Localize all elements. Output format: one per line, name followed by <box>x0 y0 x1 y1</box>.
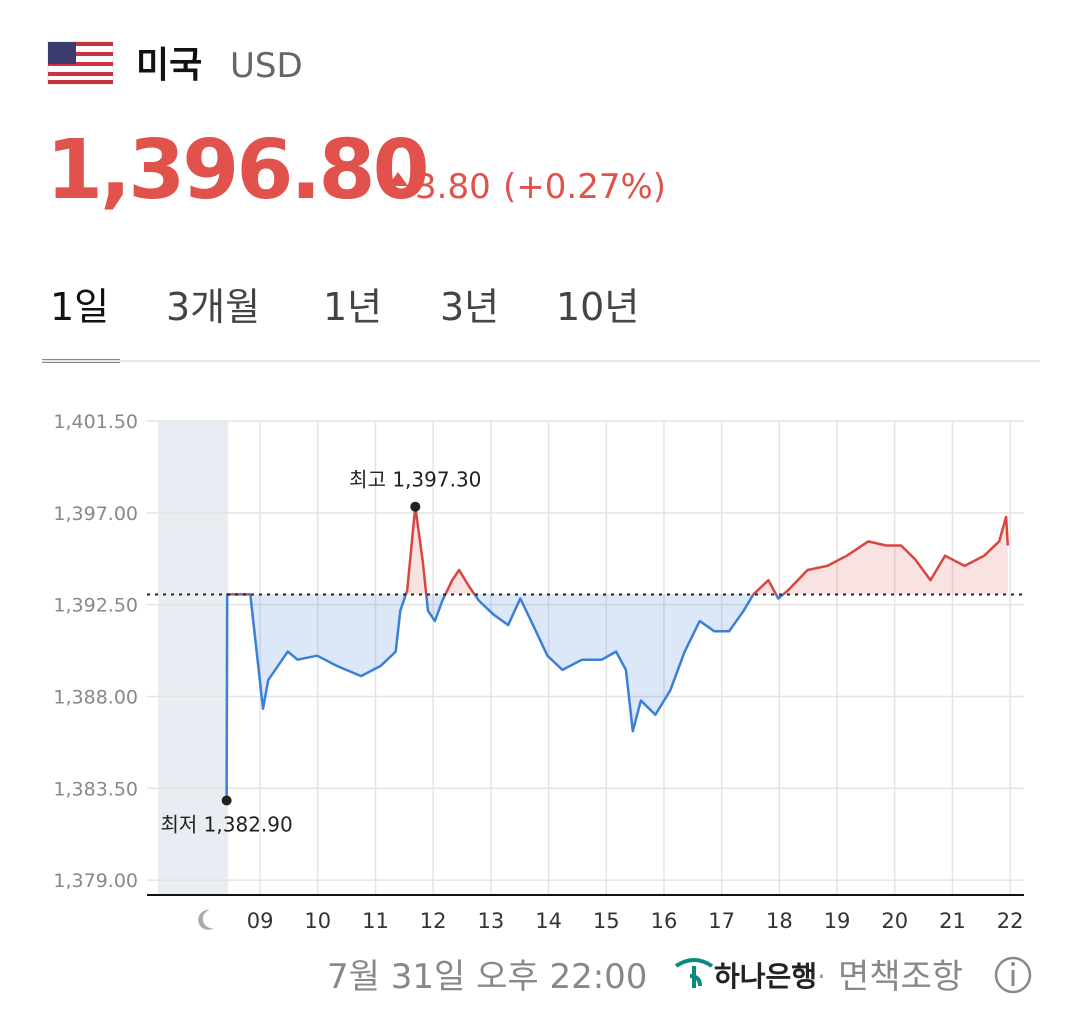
bank-name: 하나은행 <box>714 960 817 993</box>
info-icon[interactable] <box>994 956 1032 994</box>
y-tick-label: 1,401.50 <box>53 411 138 433</box>
x-tick-label: 14 <box>535 909 562 933</box>
x-tick-label: 19 <box>824 909 851 933</box>
currency: USD <box>230 46 303 86</box>
timestamp: 7월 31일 오후 22:00 <box>327 957 647 997</box>
extreme-dot <box>221 795 232 806</box>
x-tick-label: 22 <box>997 909 1024 933</box>
chart: 1,379.00 1,383.50 1,388.00 1,392.50 1,397.00… <box>53 411 1024 933</box>
area-fill <box>226 594 1008 801</box>
tabs: 1일 3개월 1년 3년 10년 <box>42 285 639 363</box>
y-tick-label: 1,383.50 <box>53 778 138 800</box>
y-tick-label: 1,392.50 <box>53 595 138 617</box>
x-tick-label: 17 <box>708 909 735 933</box>
up-arrow <box>388 172 408 186</box>
price: 1,396.80 <box>46 123 427 218</box>
x-tick-label: 11 <box>362 909 389 933</box>
extreme-label: 최저 1,382.90 <box>161 813 293 837</box>
moon-icon <box>198 909 214 930</box>
y-tick-label: 1,388.00 <box>53 686 138 708</box>
us-flag <box>47 41 114 85</box>
x-tick-label: 12 <box>420 909 447 933</box>
bank-logo <box>674 958 714 988</box>
x-tick-label: 10 <box>304 909 331 933</box>
x-tick-label: 21 <box>939 909 966 933</box>
tab[interactable]: 10년 <box>556 285 639 329</box>
x-tick-label: 20 <box>881 909 908 933</box>
change: 3.80 <box>415 167 491 207</box>
price-line <box>225 505 1010 595</box>
y-tick-label: 1,379.00 <box>53 870 138 892</box>
tab[interactable]: 1년 <box>323 285 382 329</box>
x-tick-label: 13 <box>478 909 505 933</box>
extreme-dot <box>410 501 421 512</box>
tab[interactable]: 1일 <box>50 285 109 329</box>
separator: · <box>817 960 826 993</box>
tab[interactable]: 3개월 <box>166 285 260 329</box>
y-tick-label: 1,397.00 <box>53 503 138 525</box>
x-tick-label: 18 <box>766 909 793 933</box>
night-region <box>158 421 228 895</box>
extreme-label: 최고 1,397.30 <box>349 468 481 492</box>
x-tick-label: 15 <box>593 909 620 933</box>
price-line <box>225 594 786 801</box>
x-tick-label: 09 <box>247 909 274 933</box>
country: 미국 <box>136 45 202 86</box>
x-tick-label: 16 <box>651 909 678 933</box>
disclaimer[interactable]: 면책조항 <box>838 957 963 997</box>
change-pct: (+0.27%) <box>503 167 666 207</box>
tab[interactable]: 3년 <box>440 285 499 329</box>
area-fill <box>227 506 1008 595</box>
